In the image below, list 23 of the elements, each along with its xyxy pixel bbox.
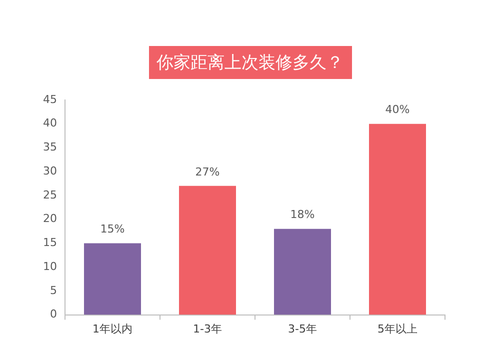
x-tick-label: 1年以内	[92, 322, 132, 336]
y-tick-label: 35	[42, 140, 57, 154]
data-label: 40%	[385, 103, 410, 116]
y-tick-label: 30	[42, 164, 57, 178]
bar	[179, 186, 236, 315]
data-label: 27%	[195, 165, 220, 178]
x-tick-label: 3-5年	[288, 322, 317, 336]
bar	[274, 228, 331, 315]
y-tick-label: 10	[42, 260, 57, 273]
bar	[369, 124, 426, 315]
y-tick-label: 40	[42, 116, 57, 130]
y-tick-label: 0	[50, 308, 57, 321]
y-tick-label: 15	[42, 236, 57, 250]
y-tick-label: 25	[42, 188, 57, 202]
x-tick-label: 1-3年	[193, 322, 222, 336]
y-tick-label: 20	[42, 212, 57, 226]
data-label: 15%	[100, 222, 125, 236]
chart-title: 你家距离上次装修多久？	[148, 46, 352, 79]
data-label: 18%	[290, 208, 315, 222]
bar	[84, 243, 141, 315]
y-tick-label: 5	[50, 284, 57, 297]
y-tick-label: 45	[42, 92, 57, 106]
x-tick-label: 5年以上	[378, 322, 418, 336]
